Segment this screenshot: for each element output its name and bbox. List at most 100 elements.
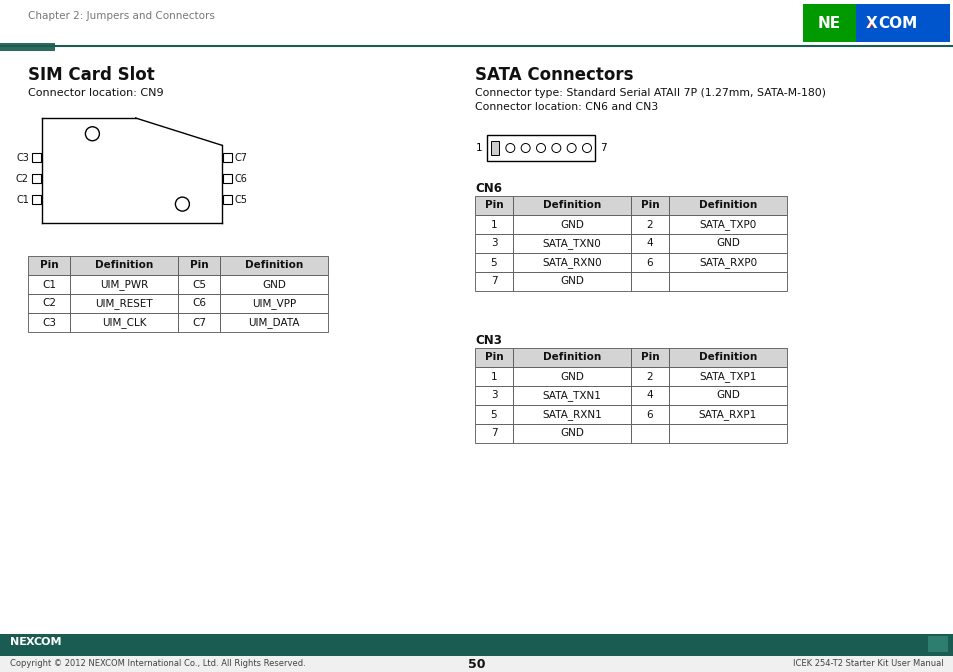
Text: C7: C7 — [234, 153, 248, 163]
Bar — [32, 174, 41, 183]
Circle shape — [520, 144, 530, 153]
Bar — [32, 195, 41, 204]
Text: C1: C1 — [16, 195, 29, 205]
Bar — [475, 405, 513, 424]
Bar — [475, 196, 513, 215]
Bar — [513, 386, 630, 405]
Text: Pin: Pin — [640, 200, 659, 210]
Text: UIM_CLK: UIM_CLK — [102, 317, 146, 328]
Text: 1: 1 — [490, 220, 497, 230]
Bar — [475, 386, 513, 405]
Bar — [28, 275, 70, 294]
Bar — [0, 634, 953, 656]
Bar — [668, 367, 786, 386]
Bar — [668, 405, 786, 424]
Bar — [668, 234, 786, 253]
Bar — [513, 424, 630, 443]
Text: SATA_RXP0: SATA_RXP0 — [699, 257, 757, 268]
Bar — [668, 215, 786, 234]
Bar — [70, 256, 178, 275]
Bar — [668, 386, 786, 405]
Bar — [220, 256, 328, 275]
Bar — [475, 348, 513, 367]
Text: 6: 6 — [646, 257, 653, 267]
Text: SATA_TXN0: SATA_TXN0 — [542, 238, 600, 249]
Bar — [475, 234, 513, 253]
Text: 5: 5 — [490, 257, 497, 267]
Text: Connector location: CN9: Connector location: CN9 — [28, 88, 164, 98]
Text: UIM_RESET: UIM_RESET — [95, 298, 152, 309]
Text: 7: 7 — [490, 276, 497, 286]
Text: SATA_TXN1: SATA_TXN1 — [542, 390, 600, 401]
Bar — [513, 348, 630, 367]
Text: 50: 50 — [468, 657, 485, 671]
Text: SIM Card Slot: SIM Card Slot — [28, 66, 154, 84]
Bar — [223, 195, 232, 204]
Bar — [513, 272, 630, 291]
Text: GND: GND — [262, 280, 286, 290]
Text: C5: C5 — [192, 280, 206, 290]
Bar — [70, 294, 178, 313]
Bar — [475, 272, 513, 291]
Bar — [220, 275, 328, 294]
Text: GND: GND — [559, 372, 583, 382]
Bar — [223, 174, 232, 183]
Text: C2: C2 — [16, 174, 29, 184]
Bar — [855, 4, 949, 42]
Text: C5: C5 — [234, 195, 248, 205]
Text: Definition: Definition — [542, 353, 600, 362]
Bar — [668, 253, 786, 272]
Text: 3: 3 — [490, 390, 497, 401]
Text: Connector location: CN6 and CN3: Connector location: CN6 and CN3 — [475, 102, 658, 112]
Bar — [178, 275, 220, 294]
Bar — [630, 405, 668, 424]
Bar — [630, 272, 668, 291]
Text: C1: C1 — [42, 280, 56, 290]
Bar — [70, 313, 178, 332]
Bar — [513, 234, 630, 253]
Circle shape — [582, 144, 591, 153]
Text: CN3: CN3 — [475, 333, 501, 347]
Text: C2: C2 — [42, 298, 56, 308]
Bar — [513, 215, 630, 234]
Text: Definition: Definition — [94, 261, 153, 271]
Bar — [475, 424, 513, 443]
Text: C6: C6 — [234, 174, 248, 184]
Text: SATA Connectors: SATA Connectors — [475, 66, 633, 84]
Bar — [0, 656, 953, 672]
Text: SATA_RXP1: SATA_RXP1 — [699, 409, 757, 420]
Bar — [630, 348, 668, 367]
Bar — [630, 367, 668, 386]
Bar — [630, 196, 668, 215]
Bar — [927, 636, 947, 652]
Text: Chapter 2: Jumpers and Connectors: Chapter 2: Jumpers and Connectors — [28, 11, 214, 21]
Bar — [802, 4, 855, 42]
Text: C3: C3 — [16, 153, 29, 163]
Text: GND: GND — [559, 220, 583, 230]
Text: GND: GND — [716, 239, 740, 249]
Bar — [178, 256, 220, 275]
Bar — [178, 294, 220, 313]
Bar — [28, 313, 70, 332]
Bar — [513, 196, 630, 215]
Bar — [630, 386, 668, 405]
Bar — [668, 196, 786, 215]
Text: NE: NE — [817, 15, 841, 30]
Bar — [513, 367, 630, 386]
Circle shape — [505, 144, 515, 153]
Circle shape — [567, 144, 576, 153]
Bar — [630, 253, 668, 272]
Bar — [70, 275, 178, 294]
Bar — [630, 234, 668, 253]
Text: Connector type: Standard Serial ATAII 7P (1.27mm, SATA-M-180): Connector type: Standard Serial ATAII 7P… — [475, 88, 825, 98]
Text: SATA_RXN0: SATA_RXN0 — [541, 257, 601, 268]
Circle shape — [536, 144, 545, 153]
Text: NE: NE — [10, 637, 27, 647]
Bar — [32, 153, 41, 162]
Bar — [475, 253, 513, 272]
Text: 4: 4 — [646, 239, 653, 249]
Bar — [491, 141, 498, 155]
Text: COM: COM — [877, 15, 916, 30]
Bar — [0, 43, 55, 51]
Bar — [668, 348, 786, 367]
